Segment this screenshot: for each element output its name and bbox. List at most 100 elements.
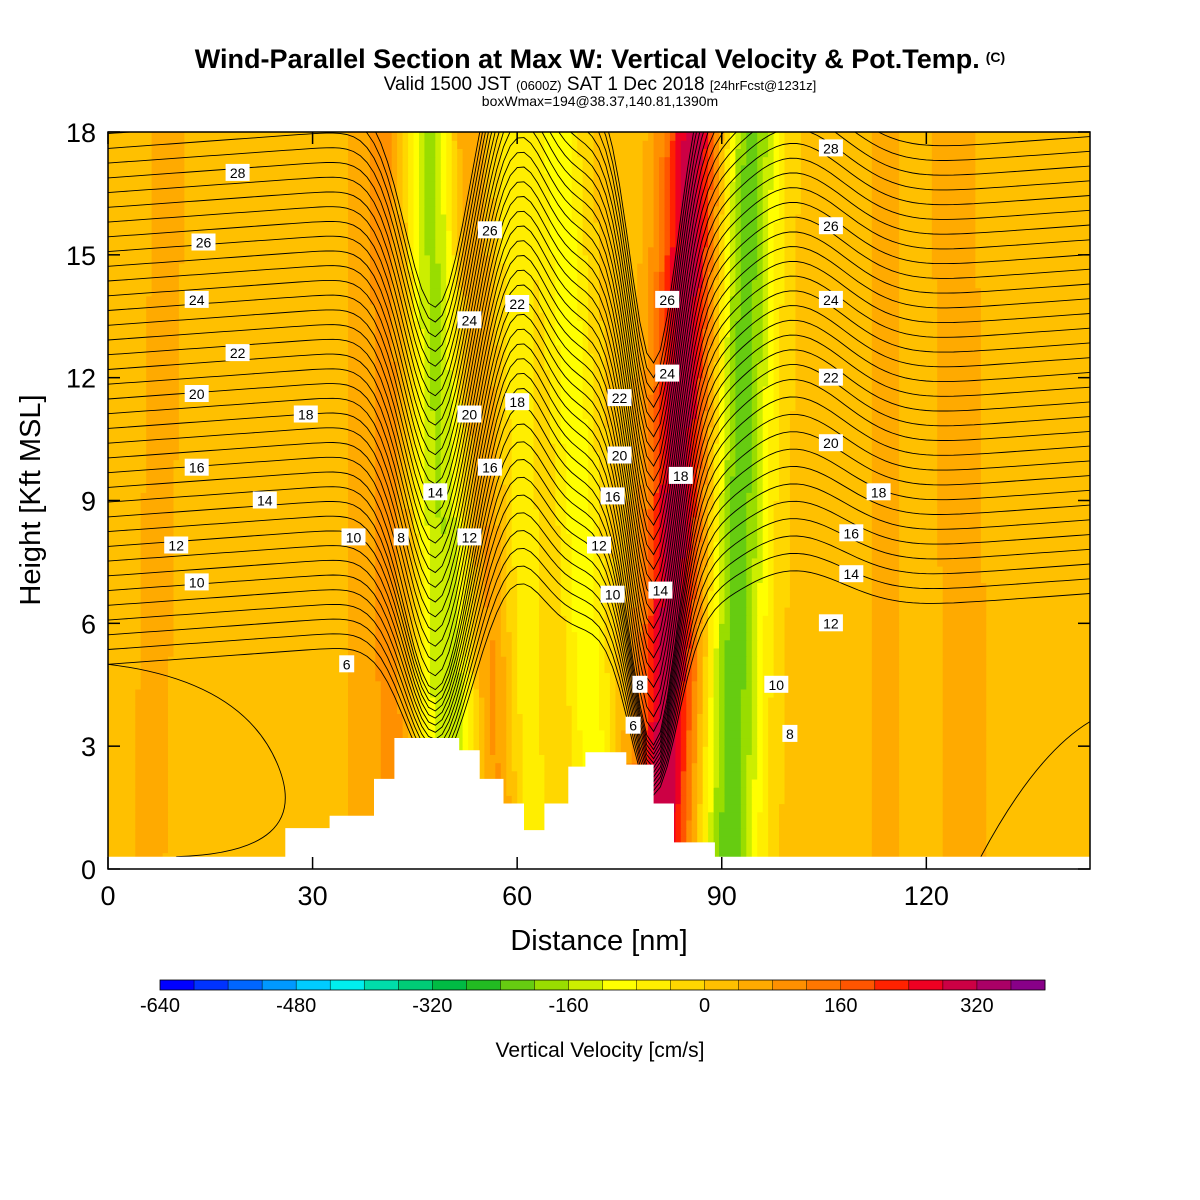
- velocity-cell: [729, 492, 747, 502]
- velocity-cell: [735, 467, 753, 477]
- velocity-cell: [697, 582, 704, 592]
- velocity-cell: [757, 533, 764, 543]
- velocity-cell: [724, 189, 731, 199]
- velocity-cell: [713, 697, 720, 706]
- velocity-cell: [773, 287, 786, 297]
- contour-label: 26: [655, 290, 680, 308]
- velocity-cell: [473, 713, 480, 723]
- velocity-cell: [511, 533, 540, 543]
- velocity-cell: [620, 754, 633, 764]
- velocity-cell: [664, 271, 671, 280]
- velocity-cell: [871, 811, 900, 821]
- velocity-cell: [762, 754, 769, 764]
- velocity-cell: [440, 353, 447, 362]
- velocity-cell: [375, 500, 398, 510]
- velocity-cell: [511, 754, 524, 764]
- velocity-cell: [702, 467, 709, 477]
- velocity-cell: [560, 377, 584, 387]
- velocity-cell: [348, 377, 376, 387]
- velocity-cell: [735, 418, 753, 428]
- velocity-cell: [446, 344, 453, 354]
- velocity-cell: [599, 230, 644, 240]
- velocity-cell: [462, 385, 469, 395]
- velocity-cell: [468, 475, 475, 485]
- velocity-cell: [539, 738, 573, 747]
- velocity-cell: [413, 525, 420, 534]
- velocity-cell: [151, 148, 185, 158]
- velocity-cell: [724, 566, 731, 575]
- velocity-cell: [462, 271, 491, 280]
- velocity-cell: [691, 426, 698, 436]
- velocity-cell: [544, 787, 573, 796]
- velocity-cell: [702, 361, 709, 371]
- contour-label: 22: [225, 344, 250, 362]
- colorbar-swatch: [976, 980, 1012, 990]
- velocity-cell: [457, 238, 464, 248]
- velocity-cell: [108, 795, 136, 805]
- velocity-cell: [735, 369, 753, 379]
- velocity-cell: [762, 336, 769, 346]
- velocity-cell: [571, 713, 578, 723]
- velocity-cell: [408, 525, 415, 534]
- velocity-cell: [986, 713, 1090, 723]
- colorbar-tick-label: 320: [960, 995, 993, 1017]
- velocity-cell: [899, 254, 933, 264]
- velocity-cell: [408, 516, 415, 526]
- velocity-cell: [539, 656, 567, 665]
- velocity-cell: [713, 607, 720, 616]
- velocity-cell: [506, 615, 518, 624]
- velocity-cell: [899, 828, 944, 837]
- velocity-cell: [746, 787, 753, 796]
- velocity-cell: [751, 607, 758, 616]
- velocity-cell: [599, 697, 611, 706]
- colorbar-swatch: [636, 980, 671, 990]
- velocity-cell: [348, 140, 371, 149]
- velocity-cell: [419, 312, 431, 321]
- velocity-cell: [697, 705, 704, 714]
- velocity-cell: [669, 132, 676, 141]
- velocity-cell: [435, 721, 464, 731]
- velocity-cell: [506, 287, 535, 297]
- velocity-cell: [146, 344, 180, 354]
- velocity-cell: [626, 541, 638, 551]
- velocity-cell: [653, 508, 660, 518]
- velocity-cell: [642, 394, 649, 403]
- velocity-cell: [424, 623, 431, 633]
- velocity-cell: [757, 140, 769, 149]
- velocity-cell: [462, 238, 485, 248]
- velocity-cell: [424, 394, 431, 403]
- velocity-cell: [768, 205, 780, 215]
- velocity-cell: [729, 164, 736, 174]
- velocity-cell: [664, 279, 671, 289]
- velocity-cell: [740, 746, 753, 755]
- velocity-cell: [446, 525, 458, 534]
- velocity-cell: [440, 385, 453, 395]
- velocity-cell: [168, 713, 349, 723]
- velocity-cell: [708, 508, 715, 518]
- velocity-cell: [713, 557, 720, 567]
- velocity-cell: [691, 639, 698, 649]
- velocity-cell: [773, 647, 786, 657]
- velocity-cell: [517, 566, 540, 575]
- velocity-cell: [871, 746, 900, 755]
- velocity-cell: [659, 656, 682, 665]
- velocity-cell: [691, 836, 698, 845]
- velocity-cell: [762, 500, 769, 510]
- velocity-cell: [599, 312, 638, 321]
- velocity-cell: [986, 729, 1090, 739]
- velocity-cell: [719, 705, 726, 714]
- velocity-cell: [577, 304, 589, 313]
- velocity-cell: [555, 484, 567, 493]
- velocity-cell: [108, 410, 147, 420]
- velocity-cell: [751, 647, 758, 657]
- contour-label-box: [457, 528, 482, 546]
- velocity-cell: [451, 320, 458, 330]
- velocity-cell: [680, 148, 704, 158]
- velocity-cell: [899, 746, 944, 755]
- velocity-cell: [408, 680, 415, 690]
- velocity-cell: [402, 172, 409, 182]
- velocity-cell: [533, 344, 545, 354]
- velocity-cell: [768, 369, 775, 379]
- velocity-cell: [980, 566, 1090, 575]
- velocity-cell: [648, 713, 655, 723]
